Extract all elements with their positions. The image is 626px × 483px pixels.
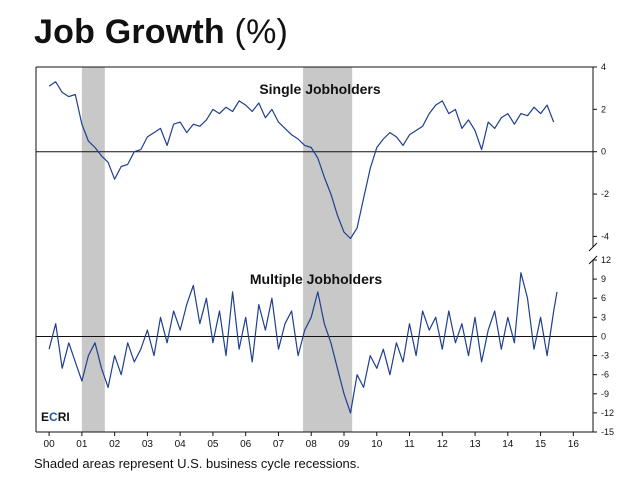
x-tick-label: 10: [371, 439, 383, 450]
y-multiple-tick-label: 12: [601, 255, 611, 265]
x-tick-label: 11: [404, 439, 415, 450]
ecri-logo-text: ECRI: [41, 410, 70, 424]
y-multiple-tick-label: 0: [601, 331, 606, 341]
x-tick-label: 09: [338, 439, 350, 450]
x-tick-label: 16: [568, 439, 580, 450]
y-axis-multiple: 12 9 6 3 0 -3 -6 -9 -12 -15: [593, 255, 614, 437]
y-multiple-tick-label: -3: [601, 351, 609, 361]
x-tick-label: 07: [273, 439, 285, 450]
y-single-tick-label: -4: [601, 231, 609, 241]
footnote: Shaded areas represent U.S. business cyc…: [34, 456, 360, 471]
single-jobholders-line: [48, 81, 555, 240]
y-multiple-tick-label: 9: [601, 274, 606, 284]
y-single-tick-label: -2: [601, 189, 609, 199]
y-multiple-tick-label: -9: [601, 389, 609, 399]
recession-bands: [81, 67, 353, 432]
x-tick-label: 12: [437, 439, 449, 450]
multiple-jobholders-title: Multiple Jobholders: [250, 271, 382, 287]
x-tick-label: 00: [44, 439, 56, 450]
x-tick-label: 03: [142, 439, 154, 450]
title-main: Job Growth: [34, 13, 225, 51]
y-single-tick-label: 2: [601, 104, 606, 114]
single-jobholders-title: Single Jobholders: [259, 81, 381, 97]
y-multiple-tick-label: 6: [601, 293, 606, 303]
x-tick-label: 02: [109, 439, 121, 450]
x-tick-label: 14: [502, 439, 514, 450]
y-multiple-tick-label: -12: [601, 408, 614, 418]
x-tick-label: 08: [306, 439, 318, 450]
recession-band-1: [81, 67, 105, 432]
x-tick-label: 04: [175, 439, 187, 450]
plot-frame: [35, 66, 598, 433]
x-tick-label: 15: [535, 439, 547, 450]
x-tick-label: 06: [240, 439, 252, 450]
y-multiple-tick-label: -6: [601, 370, 609, 380]
axis-break-mark: [588, 242, 598, 252]
chart-title: Job Growth (%): [34, 12, 288, 52]
y-single-tick-label: 0: [601, 147, 606, 157]
x-tick-label: 01: [76, 439, 88, 450]
y-single-tick-label: 4: [601, 62, 606, 72]
y-multiple-tick-label: 3: [601, 312, 606, 322]
single-jobholders-series: [48, 81, 555, 240]
ecri-logo: ECRI: [41, 410, 70, 424]
x-axis: 00 01 02 03 04 05 06 07 08 09 10 11 12 13 14 15 16: [44, 432, 580, 450]
title-unit: (%): [234, 13, 289, 51]
y-axis-single: 4 2 0 -2 -4: [593, 62, 609, 241]
x-tick-label: 13: [469, 439, 481, 450]
x-tick-label: 05: [207, 439, 219, 450]
multiple-jobholders-series: [48, 272, 558, 414]
multiple-jobholders-line: [48, 272, 558, 414]
recession-band-2: [303, 67, 353, 432]
y-multiple-tick-label: -15: [601, 427, 614, 437]
